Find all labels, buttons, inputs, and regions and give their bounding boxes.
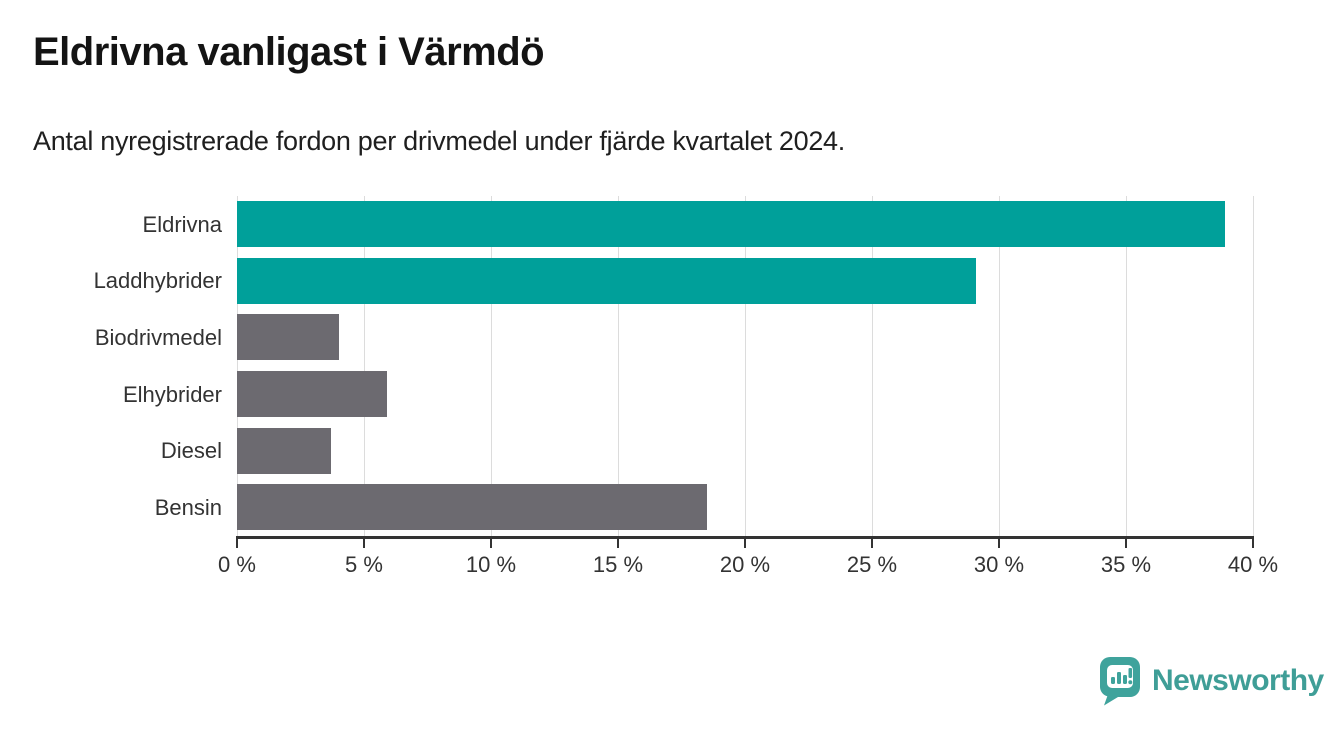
x-axis-tick-label-30: 30 % xyxy=(973,552,1025,577)
gridline-0-pct xyxy=(236,196,238,536)
bar-laddhybrider xyxy=(237,257,977,304)
category-label-eldrivna: Eldrivna xyxy=(142,211,222,237)
category-label-elhybrider: Elhybrider xyxy=(122,381,222,407)
bar-bensin xyxy=(237,484,707,531)
x-axis-tick-5 xyxy=(363,539,365,548)
chart-title: Eldrivna vanligast i Värmdö xyxy=(33,30,545,74)
x-axis-tick-15 xyxy=(617,539,619,548)
gridline-10-pct xyxy=(490,196,492,536)
bar-chart-plot-area xyxy=(236,196,1254,536)
x-axis-tick-30 xyxy=(998,539,1000,548)
x-axis-tick-label-5: 5 % xyxy=(345,552,383,577)
x-axis-tick-35 xyxy=(1125,539,1127,548)
newsworthy-logo-text: Newsworthy xyxy=(1152,664,1324,697)
x-axis-tick-label-40: 40 % xyxy=(1227,552,1279,577)
gridline-5-pct xyxy=(363,196,365,536)
gridline-20-pct xyxy=(744,196,746,536)
x-axis-tick-40 xyxy=(1252,539,1254,548)
x-axis-tick-25 xyxy=(871,539,873,548)
category-label-laddhybrider: Laddhybrider xyxy=(93,268,222,294)
x-axis-tick-10 xyxy=(490,539,492,548)
bar-biodrivmedel xyxy=(237,314,339,361)
bar-elhybrider xyxy=(237,370,387,417)
x-axis-tick-0 xyxy=(236,539,238,548)
newsworthy-logo-icon xyxy=(1100,657,1140,706)
bar-diesel xyxy=(237,427,331,474)
gridline-30-pct xyxy=(998,196,1000,536)
x-axis-tick-label-15: 15 % xyxy=(592,552,644,577)
x-axis-tick-label-35: 35 % xyxy=(1100,552,1152,577)
x-axis-tick-label-0: 0 % xyxy=(218,552,256,577)
x-axis-line xyxy=(236,536,1254,539)
gridline-35-pct xyxy=(1125,196,1127,536)
newsworthy-logo: Newsworthy xyxy=(1098,656,1324,706)
x-axis-tick-label-20: 20 % xyxy=(719,552,771,577)
bar-eldrivna xyxy=(237,200,1226,247)
chart-subtitle: Antal nyregistrerade fordon per drivmede… xyxy=(33,126,845,156)
category-label-diesel: Diesel xyxy=(160,438,222,464)
gridline-15-pct xyxy=(617,196,619,536)
x-axis-tick-label-25: 25 % xyxy=(846,552,898,577)
gridline-40-pct xyxy=(1252,196,1254,536)
category-label-bensin: Bensin xyxy=(154,494,222,520)
gridline-25-pct xyxy=(871,196,873,536)
x-axis-tick-20 xyxy=(744,539,746,548)
x-axis-tick-label-10: 10 % xyxy=(465,552,517,577)
category-label-biodrivmedel: Biodrivmedel xyxy=(94,324,222,350)
